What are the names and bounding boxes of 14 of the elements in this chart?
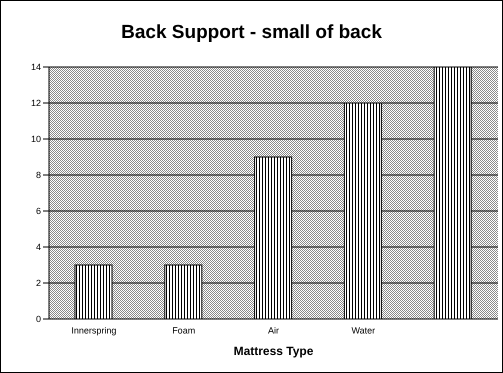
x-axis-title: Mattress Type <box>234 344 314 358</box>
x-tick-label: Innerspring <box>71 325 116 336</box>
y-tick-label: 4 <box>36 242 41 252</box>
x-tick-label: Air <box>268 325 279 336</box>
y-tick-label: 6 <box>36 206 41 216</box>
x-tick-label: Water <box>351 325 376 336</box>
y-tick-label: 2 <box>36 278 41 288</box>
y-tick-label: 12 <box>30 98 41 108</box>
chart-title: Back Support - small of back <box>120 21 383 45</box>
y-tick-label: 14 <box>30 62 41 72</box>
y-tick-label: 10 <box>30 134 41 144</box>
x-tick-label: Foam <box>172 325 196 336</box>
y-tick-label: 8 <box>36 170 41 180</box>
y-tick-label: 0 <box>36 314 41 324</box>
